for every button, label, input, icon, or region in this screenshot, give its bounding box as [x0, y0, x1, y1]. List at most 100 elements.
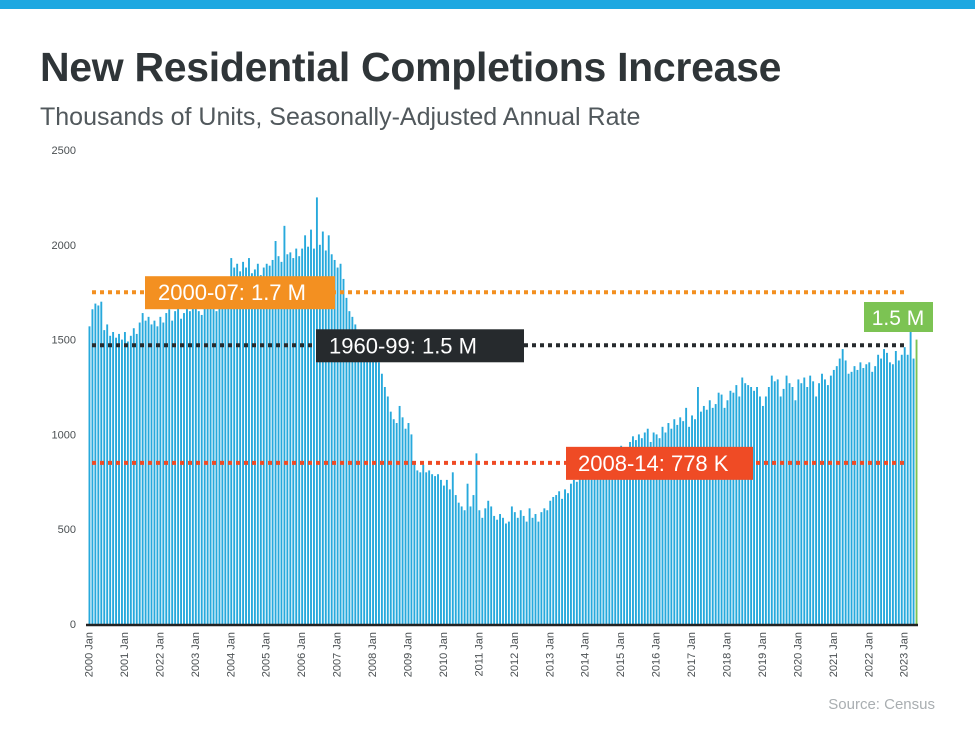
bar: [761, 405, 764, 624]
bar: [555, 495, 558, 624]
bar: [691, 415, 693, 624]
bar: [510, 506, 513, 624]
bar: [537, 521, 540, 624]
bar: [764, 396, 767, 624]
bar: [135, 333, 138, 624]
bar: [531, 517, 534, 624]
bar: [564, 489, 566, 624]
bar: [386, 396, 389, 624]
bar: [481, 517, 484, 624]
bar: [711, 407, 714, 624]
x-tick-label: 2018 Jan: [722, 632, 734, 677]
bar: [239, 271, 242, 624]
bar: [723, 407, 726, 624]
bar: [835, 366, 838, 624]
bar: [378, 362, 380, 624]
bar: [587, 476, 590, 624]
bar: [874, 366, 877, 624]
bar: [552, 496, 555, 624]
bar: [649, 441, 652, 624]
bar: [307, 246, 309, 624]
bar: [262, 267, 265, 624]
bar: [186, 307, 188, 624]
bar: [806, 387, 809, 624]
bar: [360, 330, 363, 624]
bar: [141, 313, 144, 624]
bar: [428, 470, 431, 624]
bar: [617, 449, 620, 624]
bar: [705, 409, 708, 624]
bar: [664, 432, 667, 624]
bar: [129, 335, 132, 624]
reference-label: 1960-99: 1.5 M: [329, 333, 477, 358]
bar: [233, 267, 236, 624]
bar: [528, 508, 531, 624]
bar: [694, 419, 696, 624]
x-tick-label: 2015 Jan: [615, 632, 627, 677]
bar: [183, 313, 185, 624]
bar: [522, 515, 525, 624]
bar: [200, 314, 203, 624]
y-axis: 0 500 1000 1500 2000 2500: [52, 145, 76, 631]
bar: [880, 358, 883, 624]
bar: [425, 472, 428, 624]
bar: [363, 339, 366, 624]
x-tick-label: 2003 Jan: [190, 632, 202, 677]
bar: [670, 428, 673, 624]
bar: [298, 256, 301, 624]
bar: [165, 313, 168, 624]
bar: [679, 417, 682, 624]
x-tick-label: 2022 Jan: [154, 632, 166, 677]
reference-label-box: [145, 276, 335, 310]
bar: [605, 457, 608, 624]
bar: [327, 235, 330, 624]
bar: [277, 256, 280, 624]
x-tick-label: 2009 Jan: [403, 632, 415, 677]
reference-label-box: [316, 329, 524, 363]
bar: [891, 364, 894, 624]
bar: [652, 432, 655, 624]
bar: [776, 379, 779, 624]
y-tick-label: 500: [58, 524, 76, 536]
bar: [171, 320, 174, 624]
bar: [525, 521, 528, 624]
bar: [894, 350, 897, 624]
bar: [888, 362, 891, 624]
bar: [496, 519, 499, 624]
bar: [643, 432, 646, 624]
bar: [490, 506, 493, 624]
bar: [540, 512, 543, 624]
bar: [513, 512, 516, 624]
bar: [475, 453, 478, 624]
bar: [218, 301, 221, 624]
latest-label-box: [864, 302, 933, 332]
bar: [324, 250, 327, 625]
bar: [791, 387, 794, 624]
y-tick-label: 2500: [52, 145, 76, 157]
x-tick-label: 2005 Jan: [261, 632, 273, 677]
bar: [398, 405, 401, 624]
x-tick-label: 2014 Jan: [580, 632, 592, 677]
bar: [271, 259, 274, 624]
bar: [886, 352, 888, 624]
bar: [708, 400, 711, 624]
bar: [351, 316, 354, 624]
bar: [153, 320, 156, 624]
bar: [844, 360, 847, 624]
bar: [469, 506, 472, 624]
x-tick-label: 2010 Jan: [438, 632, 450, 677]
bar: [903, 347, 906, 624]
bar: [637, 434, 640, 624]
bar: [478, 510, 481, 624]
bar: [440, 479, 442, 624]
bar: [348, 311, 351, 624]
bar: [180, 318, 182, 624]
bar: [729, 390, 732, 624]
bar: [655, 434, 658, 624]
bar: [484, 508, 487, 624]
bar: [301, 248, 304, 624]
bar: [339, 263, 342, 624]
bar: [445, 479, 448, 624]
completions-bar-chart: 0 500 1000 1500 2000 2500 2000 Jan 2001 Jan 202…: [52, 145, 933, 677]
bar: [779, 396, 782, 624]
